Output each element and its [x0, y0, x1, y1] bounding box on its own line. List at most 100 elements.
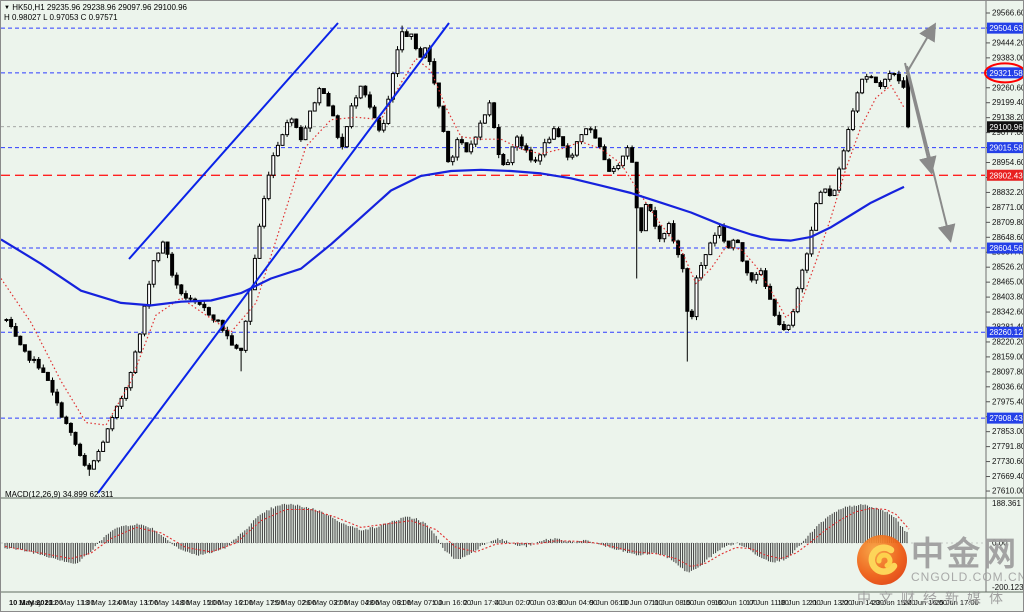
candle-body — [814, 203, 819, 231]
price-tick-label: 28832.20 — [992, 188, 1024, 197]
candle-body — [818, 191, 823, 205]
candle-body — [883, 78, 888, 87]
candle-body — [570, 154, 575, 158]
time-tick-label: 25 May 02:00 — [271, 598, 316, 607]
candle-body — [285, 122, 290, 136]
candle-body — [505, 162, 510, 166]
blue-level-price-chip-bg — [987, 67, 1023, 79]
candle-body — [78, 443, 83, 456]
blue-level-price-chip: 29504.63 — [989, 24, 1023, 33]
candle-body — [501, 154, 506, 166]
candle-body — [837, 168, 842, 191]
candle-body — [101, 441, 106, 452]
price-tick-label: 29077.00 — [992, 128, 1024, 137]
gray-arrow — [906, 65, 956, 243]
candle-body — [68, 422, 73, 433]
price-tick-label: 28954.60 — [992, 158, 1024, 167]
time-tick-label: 12 May 11:00 — [50, 598, 95, 607]
candle-body — [841, 150, 846, 170]
candle-body — [96, 450, 101, 462]
candle-body — [340, 136, 345, 148]
candle-body — [432, 61, 437, 84]
candle-body — [827, 188, 832, 197]
candle-body — [597, 137, 602, 148]
candle-body — [804, 253, 809, 271]
candle-body — [740, 242, 745, 262]
candle-body — [55, 391, 60, 404]
candle-body — [860, 78, 865, 94]
forecast-arrows — [904, 22, 956, 243]
candle-body — [317, 88, 322, 104]
candle-body — [294, 118, 299, 128]
watermark-domain: CNGOLD.COM.CN — [911, 569, 1024, 584]
time-tick-label: 4 Jun 02:00 — [495, 598, 534, 607]
candle-body — [533, 159, 538, 162]
candle-body — [791, 311, 796, 326]
candle-body — [91, 460, 96, 470]
time-tick-label: 10 May 2021 — [9, 598, 53, 607]
candle-body — [363, 85, 368, 96]
candle-body — [381, 122, 386, 131]
candle-body — [13, 326, 18, 337]
symbol-dropdown-icon[interactable]: ▼ — [4, 5, 10, 11]
time-tick-label: 7 Jun 03:00 — [527, 598, 566, 607]
candle-body — [179, 284, 184, 295]
blue-level-price-chip-bg — [987, 22, 1023, 34]
candle-body — [64, 416, 69, 424]
candles-layer — [4, 25, 911, 476]
price-tick-label: 27791.80 — [992, 442, 1024, 451]
candle-body — [777, 314, 782, 326]
red-ellipse-annotation — [984, 62, 1023, 84]
candle-body — [510, 146, 515, 164]
macd-panel — [1, 503, 985, 573]
blue-level-price-chip-bg — [987, 242, 1023, 254]
candle-body — [786, 324, 791, 331]
candle-body — [455, 139, 460, 158]
candle-body — [225, 329, 230, 337]
symbol-ohlc-info: ▼ HK50,H1 29235.96 29238.96 29097.96 291… — [4, 3, 187, 13]
blue-level-price-chip-bg — [987, 142, 1023, 154]
candle-body — [703, 254, 708, 266]
macd-scale-label: 0.00 — [992, 539, 1008, 548]
price-tick-label: 29566.60 — [992, 9, 1024, 18]
time-tick-label: 13 May 12:00 — [81, 598, 126, 607]
candle-body — [206, 307, 211, 316]
candle-body — [823, 188, 828, 193]
candle-body — [901, 80, 906, 88]
time-tick-label: 15 Jun 09:00 — [683, 598, 726, 607]
time-tick-label: 26 May 03:00 — [302, 598, 347, 607]
candle-body — [234, 344, 239, 349]
candle-body — [73, 431, 78, 445]
candle-body — [565, 145, 570, 158]
red-level-price-chip: 28902.43 — [989, 171, 1023, 180]
candle-body — [239, 347, 244, 351]
time-tick-label: 11 Jun 08:00 — [651, 598, 694, 607]
candle-body — [873, 76, 878, 84]
time-tick-label: 11 May 10:00 — [18, 598, 63, 607]
candle-body — [653, 210, 658, 227]
candle-body — [45, 371, 50, 381]
candle-body — [183, 293, 188, 299]
candle-body — [469, 143, 474, 153]
candle-body — [114, 405, 119, 419]
candle-body — [648, 204, 653, 212]
price-tick-label: 28403.80 — [992, 293, 1024, 302]
candle-body — [524, 145, 529, 151]
logo-swirl-icon — [868, 544, 898, 575]
macd-scale-label: -200.123 — [992, 583, 1024, 592]
candle-body — [27, 350, 32, 361]
candle-body — [18, 335, 23, 346]
blue-trendline — [97, 22, 450, 494]
blue-level-price-chip-bg — [987, 326, 1023, 338]
candle-body — [643, 204, 648, 232]
time-tick-label: 9 Jun 06:00 — [590, 598, 629, 607]
price-tick-label: 28342.60 — [992, 308, 1024, 317]
candle-body — [832, 189, 837, 197]
candle-body — [579, 134, 584, 143]
price-tick-label: 28648.60 — [992, 233, 1024, 242]
candle-body — [418, 48, 423, 58]
candle-body — [680, 254, 685, 270]
candle-body — [588, 128, 593, 131]
